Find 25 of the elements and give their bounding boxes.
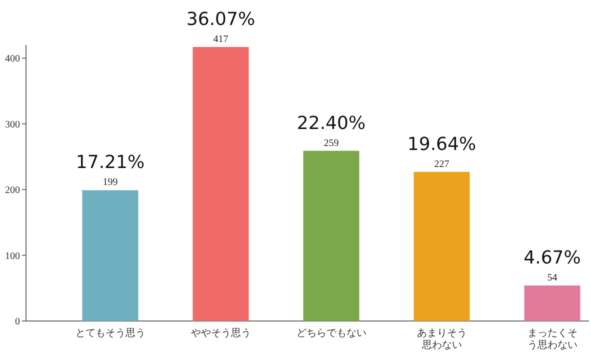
x-tick-label: まったくそう思わない	[527, 328, 578, 351]
x-tick-label: あまりそう思わない	[416, 328, 467, 351]
bar	[414, 172, 470, 321]
y-tick-label: 200	[5, 185, 20, 196]
data-label: 54	[547, 272, 558, 284]
y-tick-label: 400	[5, 54, 20, 65]
y-tick-label: 0	[15, 316, 20, 328]
data-label: 199	[102, 177, 118, 188]
bar	[82, 190, 138, 321]
y-tick-label: 300	[5, 119, 20, 130]
y-tick-label: 100	[5, 250, 20, 262]
annotation: 17.21%	[76, 152, 145, 174]
data-label: 227	[434, 158, 450, 170]
bar	[303, 150, 360, 321]
data-label: 259	[324, 138, 339, 149]
x-tick-label: とてもそう思う	[75, 328, 146, 339]
bar	[192, 46, 249, 321]
annotation: 4.67%	[524, 248, 581, 269]
data-label: 417	[213, 34, 228, 45]
annotation: 22.40%	[296, 112, 366, 134]
annotation: 36.07%	[186, 8, 256, 30]
x-tick-label: どちらでもない	[296, 328, 366, 339]
bar	[524, 286, 580, 321]
x-tick-label: ややそう思う	[190, 328, 251, 339]
annotation: 19.64%	[407, 134, 476, 155]
